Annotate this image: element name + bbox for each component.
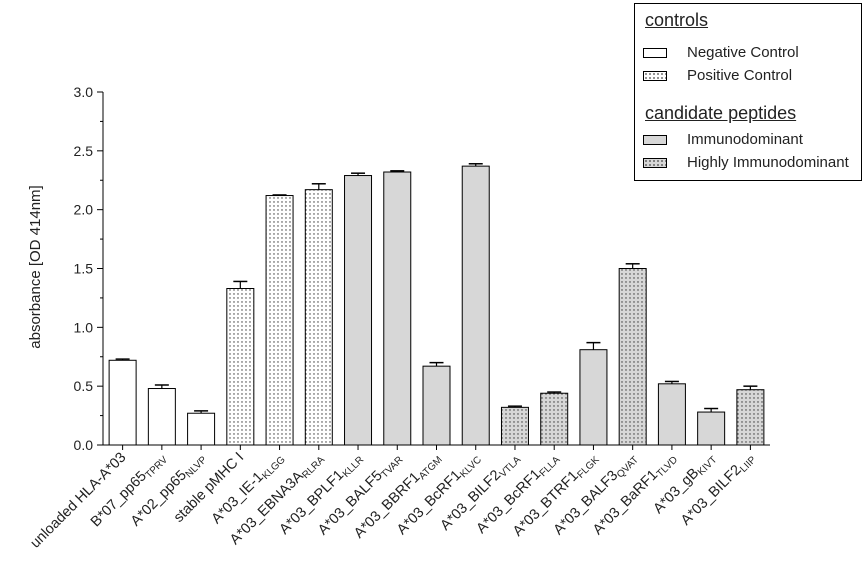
bar [187,412,216,446]
legend-item-positive: Positive Control [643,67,792,84]
y-tick-label: 2.5 [74,143,94,159]
legend: controls Negative Control Positive Contr… [634,3,862,181]
bars [108,163,765,446]
bar [226,288,255,446]
bar [618,268,647,446]
x-tick-label-subscript: NLVP [184,454,210,480]
x-tick-label-subscript: TPRV [144,454,171,481]
bar [500,406,529,446]
x-tick-label-subscript: ATGM [417,454,445,482]
x-tick-label-subscript: TLVD [655,454,680,479]
x-tick-label-subscript: KLVC [458,454,484,480]
bar [344,175,373,446]
legend-controls-title: controls [645,10,709,30]
x-tick-label-subscript: KLGG [260,454,288,482]
x-tick-label-subscript: RLRA [300,454,327,481]
legend-candidates-title: candidate peptides [645,103,797,123]
legend-swatch-positive [643,70,667,81]
x-tick-label-subscript: FLGK [575,454,601,480]
legend-item-negative: Negative Control [643,44,799,61]
bar [461,165,490,446]
legend-label-positive: Positive Control [687,67,793,84]
bar [657,383,686,446]
x-tick-label-subscript: QVAT [615,454,641,480]
legend-swatch-negative [643,47,667,58]
legend-label-negative: Negative Control [687,44,799,61]
legend-item-immuno: Immunodominant [643,131,803,148]
y-tick-label: 3.0 [74,84,94,100]
bar [265,195,294,446]
x-tick-label-subscript: VTLA [498,454,524,480]
legend-item-highly: Highly Immunodominant [643,154,849,171]
x-tick-label-subscript: KIVT [696,454,720,478]
bar [383,171,412,446]
x-tick-label-subscript: TVAR [379,454,405,480]
bar [304,189,333,446]
y-tick-label: 0.0 [74,437,94,453]
y-axis-label: absorbance [OD 414nm] [27,185,44,348]
legend-label-immuno: Immunodominant [687,131,803,148]
legend-swatch-highly [643,157,667,168]
y-axis: 0.0 0.5 1.0 1.5 2.0 2.5 3.0 [74,84,104,453]
bar [736,389,765,446]
legend-label-highly: Highly Immunodominant [687,154,849,171]
x-tick-label-subscript: KLLR [341,454,366,479]
y-tick-label: 1.0 [74,319,94,335]
bar [147,388,176,446]
bar [697,411,726,446]
y-tick-label: 0.5 [74,378,94,394]
y-tick-label: 2.0 [74,202,94,218]
bar [422,365,451,446]
y-tick-label: 1.5 [74,261,94,277]
bar [579,349,608,446]
x-axis: unloaded HLA-A*03B*07_pp65TPRVA*02_pp65N… [27,444,770,551]
legend-swatch-immuno [643,134,667,145]
x-tick-label-subscript: FLLA [538,454,563,479]
bar [108,359,137,446]
bar [540,392,569,446]
